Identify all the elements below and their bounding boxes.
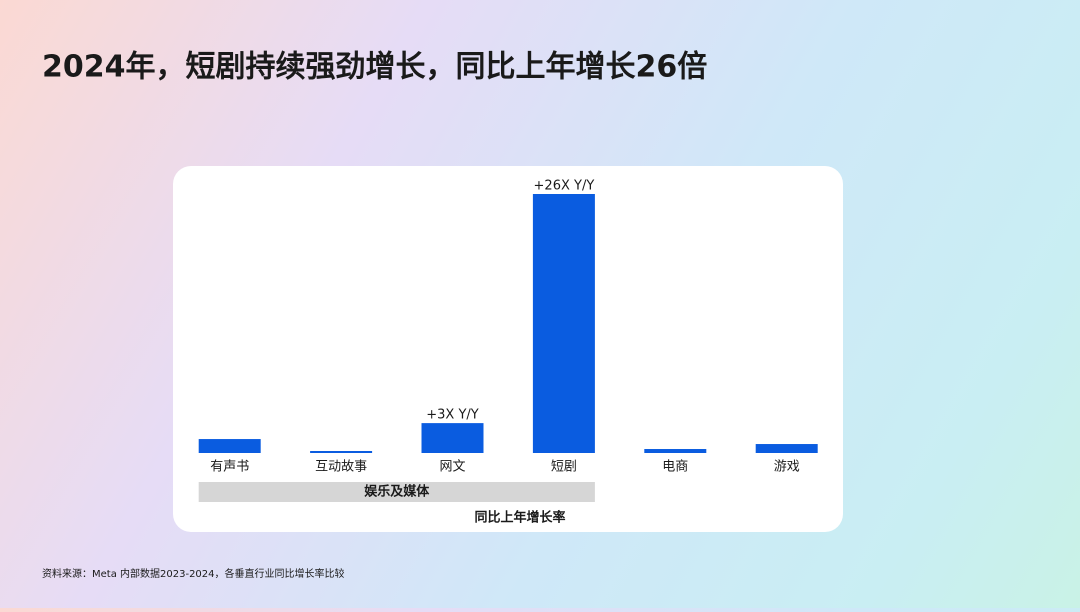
x-tick-label: 网文 <box>439 460 465 475</box>
bar <box>421 423 484 453</box>
bar <box>644 449 707 453</box>
x-tick-label: 电商 <box>662 460 688 475</box>
bar <box>755 444 818 453</box>
chart-card <box>173 166 843 532</box>
source-note: 资料来源：Meta 内部数据2023-2024，各垂直行业同比增长率比较 <box>42 567 345 580</box>
group-bracket <box>198 482 595 502</box>
bar <box>198 439 261 453</box>
bar <box>310 451 373 453</box>
group-label: 娱乐及媒体 <box>364 484 430 500</box>
value-label: +26X Y/Y <box>534 179 595 194</box>
x-tick-label: 互动故事 <box>315 460 367 475</box>
bar <box>532 194 595 453</box>
x-tick-label: 有声书 <box>210 460 249 475</box>
value-label: +3X Y/Y <box>426 408 479 423</box>
x-axis-label: 同比上年增长率 <box>474 510 565 526</box>
slide-title: 2024年，短剧持续强劲增长，同比上年增长26倍 <box>42 50 707 85</box>
x-tick-label: 游戏 <box>774 460 800 475</box>
x-tick-label: 短剧 <box>551 460 577 475</box>
